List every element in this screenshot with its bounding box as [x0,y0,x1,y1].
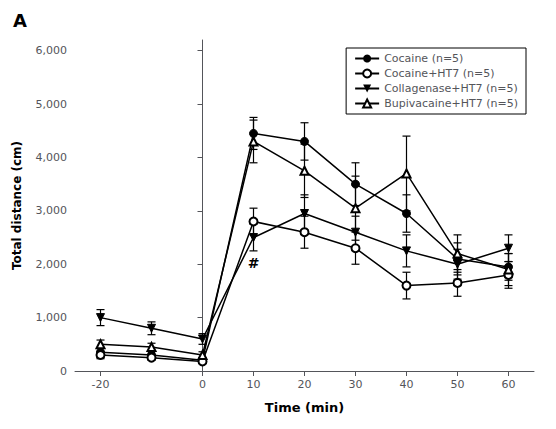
svg-text:0: 0 [60,365,67,378]
svg-text:Cocaine (n=5): Cocaine (n=5) [384,52,463,65]
svg-text:0: 0 [199,378,206,391]
svg-text:4,000: 4,000 [36,151,68,164]
svg-text:40: 40 [400,378,414,391]
svg-text:6,000: 6,000 [36,44,68,57]
svg-text:Time (min): Time (min) [265,400,344,415]
svg-text:3,000: 3,000 [36,204,68,217]
svg-text:20: 20 [298,378,312,391]
svg-text:5,000: 5,000 [36,98,68,111]
svg-text:-20: -20 [92,378,110,391]
svg-text:1,000: 1,000 [36,311,68,324]
svg-text:A: A [13,10,27,31]
svg-text:30: 30 [349,378,363,391]
svg-text:10: 10 [247,378,261,391]
svg-text:#: # [248,255,260,271]
svg-text:Bupivacaine+HT7 (n=5): Bupivacaine+HT7 (n=5) [384,97,518,110]
svg-text:Collagenase+HT7 (n=5): Collagenase+HT7 (n=5) [384,82,518,95]
svg-text:2,000: 2,000 [36,258,68,271]
svg-text:60: 60 [502,378,516,391]
svg-text:Total distance (cm): Total distance (cm) [10,141,24,270]
svg-text:50: 50 [451,378,465,391]
svg-text:Cocaine+HT7 (n=5): Cocaine+HT7 (n=5) [384,67,494,80]
